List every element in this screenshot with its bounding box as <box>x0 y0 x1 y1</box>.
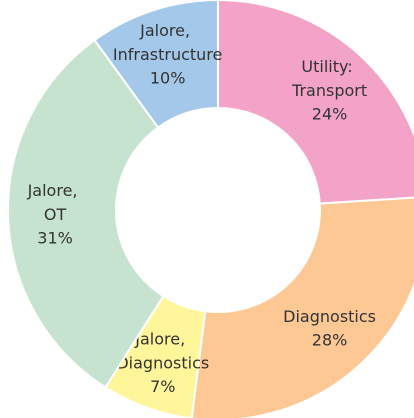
slice-label: Jalore, OT 31% <box>27 181 83 248</box>
category-label: Diagnostics <box>283 306 376 325</box>
slice-label: Jalore, Infrastructure 10% <box>113 20 222 87</box>
value-label: 28% <box>312 330 348 349</box>
slice <box>217 0 414 205</box>
category-label: Jalore, Diagnostics <box>116 329 209 372</box>
slice-label: Diagnostics 28% <box>283 306 376 349</box>
slice-label: Jalore, Diagnostics 7% <box>116 329 209 396</box>
category-label: Jalore, OT <box>27 181 83 224</box>
slice-label: Utility: Transport 24% <box>291 57 367 124</box>
category-label: Utility: Transport <box>291 57 367 100</box>
category-label: Jalore, Infrastructure <box>113 20 222 63</box>
value-label: 31% <box>37 229 73 248</box>
slice <box>93 0 219 129</box>
category-label-line: OT <box>44 205 67 224</box>
slice <box>190 196 414 418</box>
value-label: 24% <box>312 105 348 124</box>
category-label-line: Jalore, <box>27 181 83 200</box>
category-label-line: Jalore, <box>134 329 190 348</box>
category-label-line: Diagnostics <box>116 353 209 372</box>
value-label: 7% <box>150 377 175 396</box>
slice <box>7 38 165 389</box>
category-label-line: Infrastructure <box>113 44 222 63</box>
category-label-line: Utility: <box>301 57 357 76</box>
category-label-line: Diagnostics <box>283 306 376 325</box>
category-label-line: Transport <box>291 81 367 100</box>
category-label-line: Jalore, <box>139 20 195 39</box>
value-label: 10% <box>150 68 186 87</box>
